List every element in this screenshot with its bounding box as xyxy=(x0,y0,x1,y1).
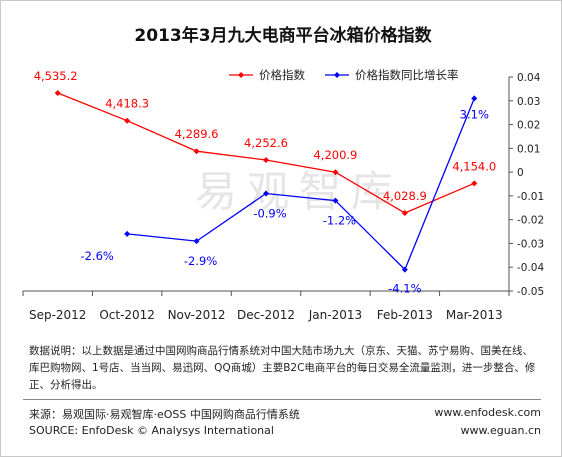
series-1-marker xyxy=(471,180,478,187)
series-2-marker xyxy=(332,197,339,204)
series-layer xyxy=(54,90,478,273)
series-2-marker xyxy=(193,238,200,245)
series-1-marker xyxy=(332,169,339,176)
series-1-marker xyxy=(401,210,408,216)
series-2-marker xyxy=(263,190,269,197)
series-line-2 xyxy=(127,98,475,271)
y2-tick-label: -0.04 xyxy=(517,262,544,274)
series-1-marker xyxy=(263,156,269,163)
source-en: SOURCE: EnfoDesk © Analysys Internationa… xyxy=(29,424,274,437)
y2-tick-label: -0.01 xyxy=(517,191,544,203)
y2-tick-label: -0.03 xyxy=(517,238,544,250)
url-enfodesk[interactable]: www.enfodesk.com xyxy=(434,406,541,419)
y2-tick-label: -0.05 xyxy=(517,286,544,298)
y2-tick-label: 0.03 xyxy=(517,96,540,108)
series-2-marker xyxy=(471,95,478,102)
url-eguan[interactable]: www.eguan.cn xyxy=(460,424,541,437)
series-2-data-label: -1.2% xyxy=(323,214,356,228)
x-tick-label: Dec-2012 xyxy=(237,308,295,322)
x-tick-label: Nov-2012 xyxy=(168,308,226,322)
data-note: 数据说明：以上数据是通过中国网购商品行情系统对中国大陆市场九大（京东、天猫、苏宁… xyxy=(29,345,536,391)
legend-swatch-marker xyxy=(334,72,340,78)
legend-label: 价格指数同比增长率 xyxy=(355,68,459,82)
series-2-data-label: -0.9% xyxy=(253,207,286,221)
series-1-data-label: 4,289.6 xyxy=(175,127,219,141)
series-1-marker xyxy=(124,117,131,124)
series-1-data-label: 4,252.6 xyxy=(244,136,288,150)
legend-swatch-marker xyxy=(238,72,244,78)
source-cn: 来源：易观国际·易观智库·eOSS 中国网购商品行情系统 xyxy=(29,408,300,421)
series-1-data-label: 4,535.2 xyxy=(34,69,78,83)
axes: Sep-2012 Oct-2012 Nov-2012 Dec-2012 Jan-2013… xyxy=(22,72,544,322)
series-1-marker xyxy=(193,148,200,155)
x-tick-label: Oct-2012 xyxy=(99,308,155,322)
x-tick-label: Jan-2013 xyxy=(308,308,362,322)
footer-divider xyxy=(23,399,541,400)
y2-tick-label: 0.01 xyxy=(517,143,540,155)
series-1-marker xyxy=(54,90,61,96)
legend-label: 价格指数 xyxy=(259,68,305,82)
y2-tick-label: -0.02 xyxy=(517,215,544,227)
series-2-data-label: -2.9% xyxy=(184,254,217,268)
data-labels: 4,535.2 4,418.3 4,289.6 4,252.6 4,200.9 4,028… xyxy=(34,69,497,296)
series-2-data-label: 3.1% xyxy=(460,107,489,121)
series-2-marker xyxy=(124,230,131,237)
legend: 价格指数 价格指数同比增长率 xyxy=(229,68,459,82)
series-1-data-label: 4,154.0 xyxy=(452,159,496,173)
x-tick-label: Mar-2013 xyxy=(446,308,503,322)
series-2-data-label: -2.6% xyxy=(80,249,113,263)
series-2-data-label: -4.1% xyxy=(388,282,421,296)
series-1-data-label: 4,028.9 xyxy=(383,189,427,203)
y2-tick-label: 0.02 xyxy=(517,120,540,132)
y2-tick-label: 0 xyxy=(517,167,524,179)
series-1-data-label: 4,418.3 xyxy=(105,97,149,111)
x-tick-label: Sep-2012 xyxy=(29,308,87,322)
chart-title: 2013年3月九大电商平台冰箱价格指数 xyxy=(134,25,432,46)
series-2-marker xyxy=(401,266,408,273)
x-tick-label: Feb-2013 xyxy=(377,308,433,322)
watermark: 易观智库 xyxy=(195,167,403,216)
y2-tick-label: 0.04 xyxy=(517,72,541,84)
series-1-data-label: 4,200.9 xyxy=(313,148,357,162)
